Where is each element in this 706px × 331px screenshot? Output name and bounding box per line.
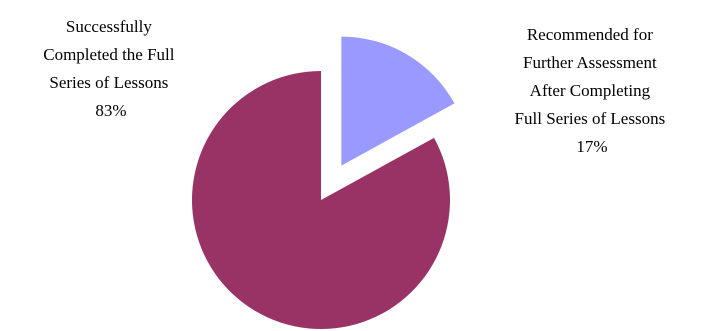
pie-slices: [191, 36, 455, 329]
slice-label-completed-line-1: Successfully: [66, 17, 152, 36]
pie-slice-assessment: [341, 36, 455, 166]
slice-label-assessment-line-2: Further Assessment: [523, 53, 657, 72]
slice-label-completed-line-3: Series of Lessons: [49, 73, 168, 92]
slice-value-completed: 83%: [95, 101, 126, 120]
slice-label-assessment-line-1: Recommended for: [527, 25, 653, 44]
slice-label-completed: Successfully Completed the Full Series o…: [43, 17, 179, 120]
slice-label-completed-line-2: Completed the Full: [43, 45, 175, 64]
pie-slice-completed: [191, 71, 450, 329]
slice-label-assessment: Recommended for Further Assessment After…: [515, 25, 670, 156]
slice-label-assessment-line-4: Full Series of Lessons: [515, 109, 666, 128]
slice-label-assessment-line-3: After Completing: [530, 81, 651, 100]
slice-value-assessment: 17%: [576, 137, 607, 156]
